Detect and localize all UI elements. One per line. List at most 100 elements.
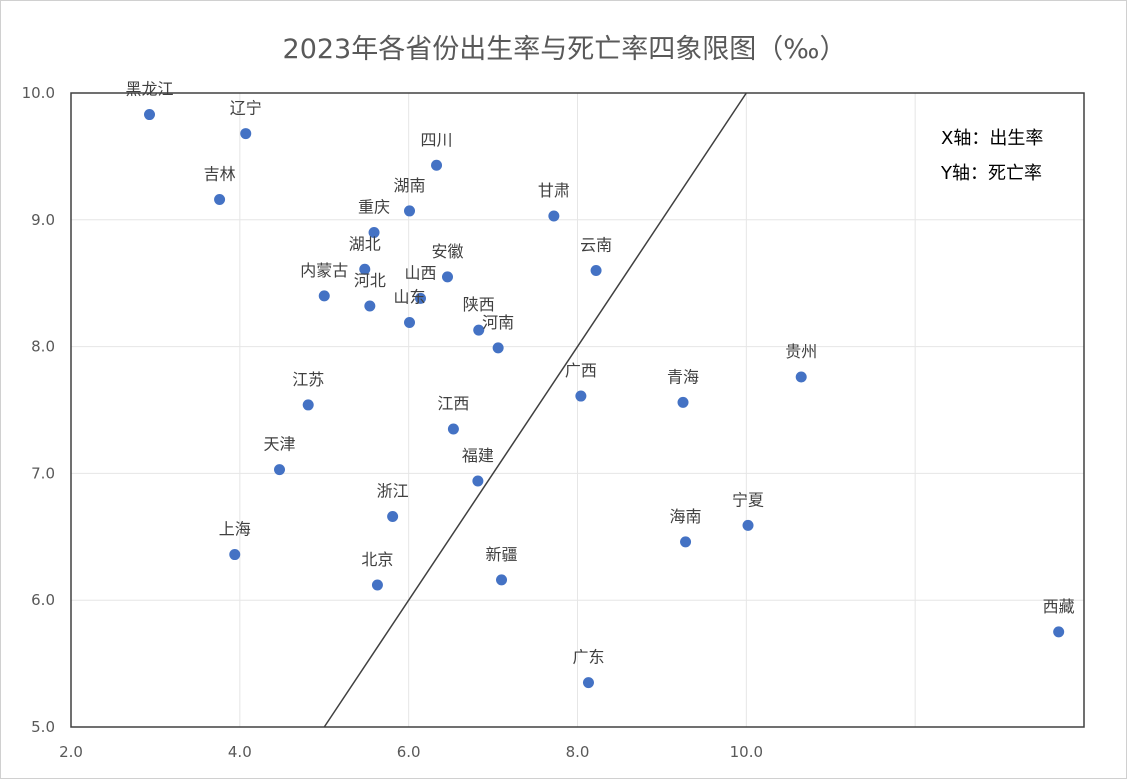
data-point: 西藏 [1043,597,1075,638]
y-tick-label: 6.0 [31,591,55,609]
point-marker [414,292,426,304]
legend-y-axis: Y轴：死亡率 [940,163,1042,184]
y-tick-label: 7.0 [31,464,55,482]
point-label: 重庆 [358,197,390,216]
x-tick-label: 10.0 [730,743,763,761]
x-tick-label: 4.0 [228,743,252,761]
point-marker [575,390,587,402]
point-label: 浙江 [377,482,409,501]
data-point: 四川 [421,130,453,171]
point-marker [302,399,314,411]
reference-line-group [323,92,747,728]
point-label: 江西 [437,394,469,413]
data-point: 上海 [219,520,251,561]
point-marker [472,475,484,487]
point-marker [548,210,560,222]
point-label: 贵州 [785,342,817,361]
data-point: 辽宁 [230,99,262,140]
data-point: 青海 [667,367,699,408]
point-label: 四川 [421,130,453,149]
axis-legend: X轴：出生率 Y轴：死亡率 [940,128,1043,184]
x-tick-label: 6.0 [397,743,421,761]
data-point: 广东 [572,648,604,689]
axes: 2.0 4.0 6.0 8.0 10.0 5.0 6.0 7.0 8.0 9.0 10.0 [22,84,1085,761]
point-label: 山西 [404,263,436,282]
point-label: 山东 [394,288,426,307]
point-label: 黑龙江 [125,80,173,99]
data-point: 云南 [580,236,612,277]
data-point: 陕西 [463,295,495,336]
point-label: 河北 [354,271,386,290]
point-marker [387,511,399,523]
data-point: 海南 [670,507,702,548]
point-label: 江苏 [292,370,324,389]
point-label: 宁夏 [732,490,764,509]
point-marker [359,263,371,275]
point-marker [144,109,156,121]
point-label: 广东 [572,648,604,667]
point-marker [274,464,286,476]
point-marker [492,342,504,354]
data-point: 黑龙江 [125,80,174,121]
point-label: 福建 [462,446,494,465]
data-point: 天津 [264,435,296,476]
point-marker [742,519,754,531]
legend-x-axis: X轴：出生率 [941,128,1043,149]
point-label: 新疆 [486,545,518,564]
data-point: 河南 [482,313,514,354]
point-label: 辽宁 [230,99,262,118]
data-point: 宁夏 [732,490,764,531]
point-label: 湖北 [349,234,381,253]
data-point: 内蒙古 [300,261,348,302]
y-tick-label: 9.0 [31,211,55,229]
point-label: 北京 [361,550,393,569]
point-label: 青海 [667,367,699,386]
point-marker [496,574,508,586]
point-label: 湖南 [394,176,426,195]
point-label: 海南 [670,507,702,526]
x-tick-label: 2.0 [59,743,83,761]
data-point: 江苏 [292,370,324,411]
point-marker [404,205,416,217]
y-tick-label: 5.0 [31,718,55,736]
point-marker [371,579,383,591]
data-point: 新疆 [486,545,518,586]
data-point: 重庆 [358,197,390,238]
data-point: 贵州 [785,342,817,383]
data-point: 吉林 [204,165,236,206]
y-tick-label: 8.0 [31,338,55,356]
data-point: 广西 [565,361,597,402]
point-marker [447,423,459,435]
y-tick-label: 10.0 [22,84,55,102]
point-marker [677,396,689,408]
point-label: 甘肃 [538,181,570,200]
point-marker [240,128,252,140]
point-label: 云南 [580,236,612,255]
point-marker [214,194,226,206]
point-label: 陕西 [463,295,495,314]
point-marker [590,265,602,277]
data-point: 山西 [404,263,436,304]
data-point: 浙江 [377,482,409,523]
point-label: 吉林 [204,165,236,184]
point-marker [795,371,807,383]
point-label: 天津 [264,435,296,454]
data-point: 福建 [462,446,494,487]
point-marker [364,300,376,312]
x-tick-label: 8.0 [566,743,590,761]
reference-line [323,92,747,728]
point-marker [368,226,380,238]
data-point: 北京 [361,550,393,591]
point-marker [1053,626,1065,638]
point-marker [431,159,443,171]
point-marker [441,271,453,283]
point-label: 河南 [482,313,514,332]
point-marker [680,536,692,548]
plot-frame [70,92,1085,728]
gridlines [70,92,1084,728]
point-label: 西藏 [1043,597,1075,616]
point-marker [229,549,241,561]
data-point: 江西 [437,394,469,435]
